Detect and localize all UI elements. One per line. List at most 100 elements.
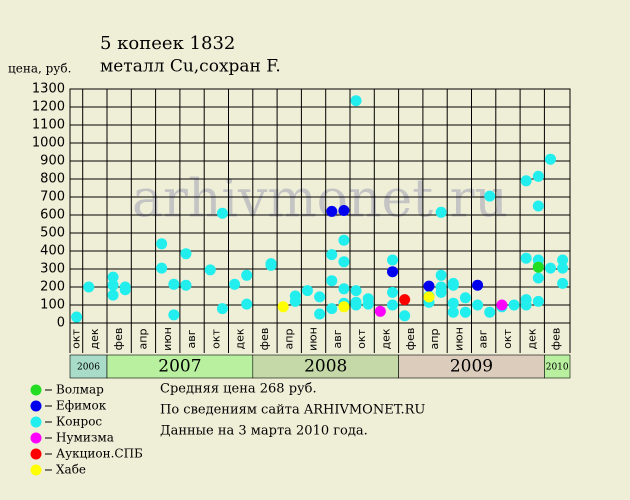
year-label: 2009 xyxy=(450,357,493,377)
data-point xyxy=(277,301,289,313)
data-point xyxy=(326,205,338,217)
note: Данные на 3 марта 2010 года. xyxy=(160,424,368,439)
data-point xyxy=(520,252,532,264)
data-point xyxy=(557,254,569,266)
year-label: 2006 xyxy=(77,363,100,373)
data-point xyxy=(387,254,399,266)
y-tick-label: 100 xyxy=(40,298,65,313)
legend-marker xyxy=(30,384,42,396)
data-point xyxy=(314,291,326,303)
data-point xyxy=(423,291,435,303)
data-point xyxy=(350,285,362,297)
data-point xyxy=(241,298,253,310)
y-tick-label: 1200 xyxy=(32,100,65,115)
data-point xyxy=(326,303,338,315)
data-point xyxy=(484,306,496,318)
x-tick-label: дек xyxy=(379,328,392,349)
data-point xyxy=(557,262,569,274)
year-label: 2010 xyxy=(546,363,569,373)
x-tick-label: окт xyxy=(501,329,514,349)
data-point xyxy=(435,286,447,298)
data-point xyxy=(301,285,313,297)
plot-frame xyxy=(69,88,571,324)
data-point xyxy=(168,278,180,290)
legend-label: Конрос xyxy=(56,415,102,429)
data-point xyxy=(435,269,447,281)
x-tick-label: фев xyxy=(258,328,271,351)
data-point xyxy=(338,234,350,246)
x-tick-label: июн xyxy=(161,327,174,351)
y-tick-label: 800 xyxy=(40,172,65,187)
data-point xyxy=(168,309,180,321)
y-tick-label: 700 xyxy=(40,190,65,205)
x-tick-label: апр xyxy=(136,329,149,350)
data-point xyxy=(107,289,119,301)
y-axis-label: цена, руб. xyxy=(8,62,71,76)
notes: Средняя цена 268 руб. По сведениям сайта… xyxy=(160,382,425,439)
y-tick-label: 500 xyxy=(40,226,65,241)
data-point xyxy=(399,310,411,322)
data-point xyxy=(241,269,253,281)
data-point xyxy=(532,200,544,212)
legend-label: Ефимок xyxy=(56,399,107,413)
data-point xyxy=(326,275,338,287)
data-point xyxy=(350,95,362,107)
data-point xyxy=(508,299,520,311)
legend-label: Нумизма xyxy=(56,431,114,445)
legend-label: Хабе xyxy=(56,463,86,477)
note: По сведениям сайта ARHIVMONET.RU xyxy=(160,403,425,418)
data-point xyxy=(532,295,544,307)
data-point xyxy=(447,306,459,318)
data-point xyxy=(180,248,192,260)
data-point xyxy=(496,299,508,311)
data-point xyxy=(520,299,532,311)
data-point xyxy=(459,292,471,304)
data-point xyxy=(338,301,350,313)
data-point xyxy=(216,303,228,315)
data-point xyxy=(156,262,168,274)
y-tick-label: 900 xyxy=(40,154,65,169)
data-point xyxy=(423,280,435,292)
x-tick-label: авг xyxy=(477,329,490,348)
chart-title: 5 копеек 1832 xyxy=(100,33,235,54)
x-tick-label: июн xyxy=(307,327,320,351)
data-point xyxy=(544,262,556,274)
x-tick-label: апр xyxy=(428,329,441,350)
y-tick-label: 400 xyxy=(40,244,65,259)
data-point xyxy=(338,256,350,268)
data-point xyxy=(326,249,338,261)
y-tick-label: 600 xyxy=(40,208,65,223)
data-point xyxy=(387,299,399,311)
y-tick-label: 1000 xyxy=(32,136,65,151)
data-point xyxy=(107,279,119,291)
data-point xyxy=(83,281,95,293)
note: Средняя цена 268 руб. xyxy=(160,382,317,397)
data-point xyxy=(447,279,459,291)
x-tick-label: фев xyxy=(404,328,417,351)
data-point xyxy=(484,190,496,202)
x-tick-label: апр xyxy=(282,329,295,350)
data-point xyxy=(447,297,459,309)
x-tick-label: дек xyxy=(234,328,247,349)
data-point xyxy=(399,294,411,306)
data-point xyxy=(387,286,399,298)
x-tick-label: дек xyxy=(525,328,538,349)
data-point xyxy=(216,207,228,219)
data-point xyxy=(289,295,301,307)
x-tick-label: окт xyxy=(69,329,82,349)
data-point xyxy=(107,271,119,283)
legend-marker xyxy=(30,432,42,444)
data-point xyxy=(71,311,83,323)
data-point xyxy=(338,283,350,295)
data-point xyxy=(532,261,544,273)
legend-label: Волмар xyxy=(56,383,104,397)
y-tick-label: 0 xyxy=(57,316,65,331)
data-point xyxy=(229,278,241,290)
data-point xyxy=(557,277,569,289)
data-point xyxy=(156,238,168,250)
data-point xyxy=(472,279,484,291)
data-point xyxy=(265,259,277,271)
data-point xyxy=(350,299,362,311)
